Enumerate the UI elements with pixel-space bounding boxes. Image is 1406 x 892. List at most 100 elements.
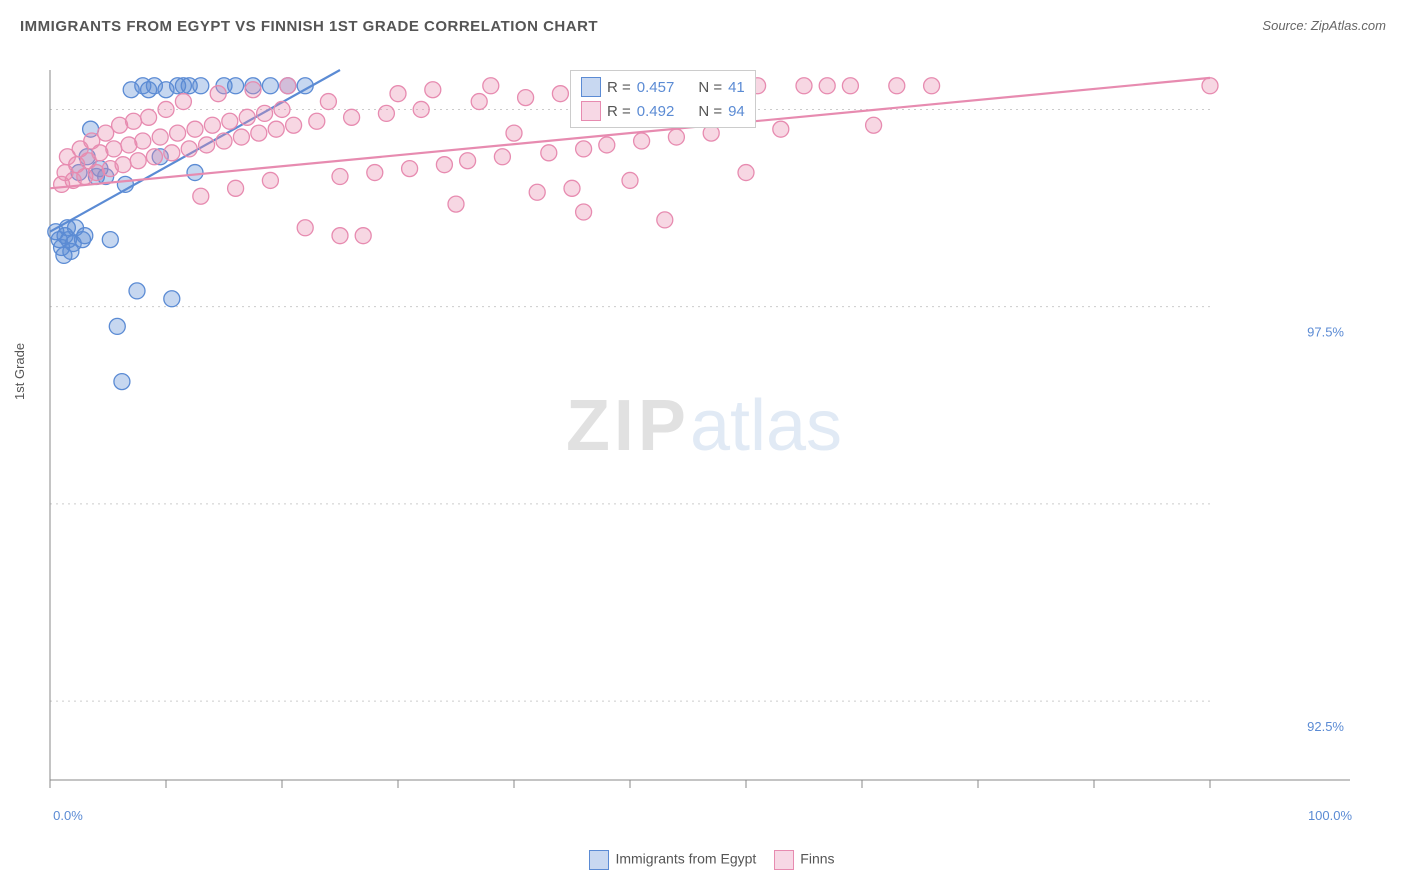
data-point	[268, 121, 284, 137]
data-point	[866, 117, 882, 133]
data-point	[552, 86, 568, 102]
data-point	[262, 172, 278, 188]
data-point	[576, 141, 592, 157]
legend-swatch	[589, 850, 609, 870]
data-point	[390, 86, 406, 102]
data-point	[187, 165, 203, 181]
y-axis-label: 1st Grade	[12, 343, 27, 400]
data-point	[529, 184, 545, 200]
data-point	[222, 113, 238, 129]
data-point	[170, 125, 186, 141]
data-point	[130, 153, 146, 169]
legend-row: R = 0.492N = 94	[581, 99, 745, 123]
data-point	[228, 78, 244, 94]
data-point	[448, 196, 464, 212]
data-point	[413, 101, 429, 117]
data-point	[425, 82, 441, 98]
data-point	[483, 78, 499, 94]
data-point	[309, 113, 325, 129]
svg-text:92.5%: 92.5%	[1307, 719, 1344, 734]
data-point	[274, 101, 290, 117]
legend-label: Immigrants from Egypt	[615, 851, 756, 867]
data-point	[245, 82, 261, 98]
data-point	[257, 105, 273, 121]
data-point	[175, 94, 191, 110]
legend-row: R = 0.457 N = 41	[581, 75, 745, 99]
data-point	[889, 78, 905, 94]
data-point	[320, 94, 336, 110]
data-point	[164, 291, 180, 307]
legend-r-prefix: R =	[607, 79, 631, 96]
legend-n-prefix: N =	[698, 79, 722, 96]
legend-n-value: 94	[728, 103, 745, 120]
data-point	[141, 109, 157, 125]
data-point	[126, 113, 142, 129]
title-bar: IMMIGRANTS FROM EGYPT VS FINNISH 1ST GRA…	[20, 18, 1386, 42]
data-point	[181, 141, 197, 157]
legend-n-value: 41	[728, 79, 745, 96]
data-point	[114, 374, 130, 390]
data-point	[494, 149, 510, 165]
legend-r-prefix: R =	[607, 103, 631, 120]
chart-source: Source: ZipAtlas.com	[1262, 18, 1386, 33]
source-name: ZipAtlas.com	[1311, 18, 1386, 33]
data-point	[518, 90, 534, 106]
plot-area: 92.5%97.5%0.0%100.0% ZIPatlas R = 0.457N…	[50, 60, 1358, 800]
stats-legend: R = 0.457 N = 41 R = 0.492N = 94	[570, 70, 756, 128]
data-point	[262, 78, 278, 94]
data-point	[622, 172, 638, 188]
data-point	[668, 129, 684, 145]
data-point	[210, 86, 226, 102]
legend-n-prefix: N =	[698, 103, 722, 120]
data-point	[106, 141, 122, 157]
data-point	[102, 232, 118, 248]
data-point	[251, 125, 267, 141]
legend-r-value: 0.457	[637, 79, 675, 96]
data-point	[152, 129, 168, 145]
data-point	[344, 109, 360, 125]
data-point	[187, 121, 203, 137]
data-point	[332, 228, 348, 244]
chart-svg: 92.5%97.5%0.0%100.0%	[50, 60, 1358, 800]
data-point	[796, 78, 812, 94]
data-point	[115, 157, 131, 173]
data-point	[378, 105, 394, 121]
data-point	[924, 78, 940, 94]
data-point	[297, 220, 313, 236]
data-point	[842, 78, 858, 94]
legend-swatch	[581, 101, 601, 121]
data-point	[1202, 78, 1218, 94]
data-point	[564, 180, 580, 196]
data-point	[355, 228, 371, 244]
data-point	[773, 121, 789, 137]
data-point	[164, 145, 180, 161]
data-point	[228, 180, 244, 196]
source-label: Source:	[1262, 18, 1307, 33]
data-point	[146, 149, 162, 165]
data-point	[367, 165, 383, 181]
data-point	[738, 165, 754, 181]
data-point	[599, 137, 615, 153]
svg-text:97.5%: 97.5%	[1307, 325, 1344, 340]
data-point	[576, 204, 592, 220]
data-point	[158, 101, 174, 117]
data-point	[471, 94, 487, 110]
svg-text:0.0%: 0.0%	[53, 808, 83, 823]
data-point	[193, 188, 209, 204]
data-point	[460, 153, 476, 169]
data-point	[280, 78, 296, 94]
data-point	[402, 161, 418, 177]
data-point	[135, 133, 151, 149]
legend-swatch	[774, 850, 794, 870]
data-point	[436, 157, 452, 173]
legend-label: Finns	[800, 851, 834, 867]
data-point	[657, 212, 673, 228]
data-point	[286, 117, 302, 133]
bottom-legend: Immigrants from Egypt Finns	[0, 850, 1406, 870]
data-point	[332, 169, 348, 185]
data-point	[239, 109, 255, 125]
data-point	[819, 78, 835, 94]
data-point	[233, 129, 249, 145]
data-point	[216, 133, 232, 149]
data-point	[634, 133, 650, 149]
